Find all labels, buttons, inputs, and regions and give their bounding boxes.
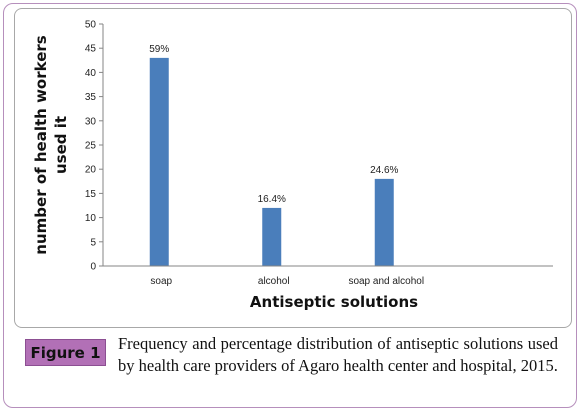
bar-0 <box>149 57 169 266</box>
y-tick-label: 50 <box>85 20 97 31</box>
y-tick-label: 40 <box>85 68 97 79</box>
x-axis-title: Antiseptic solutions <box>250 293 418 311</box>
chart-area: 0 5 10 15 20 25 30 35 40 45 50 59% 16.4% 24.6% soap a… <box>14 8 572 328</box>
y-axis-title-line2: used it <box>52 116 70 174</box>
x-axis-categories: soap alcohol soap and alcohol <box>150 276 424 287</box>
y-axis-title-line1: number of health workers <box>32 35 50 254</box>
bar-1 <box>262 207 282 266</box>
data-label-2: 24.6% <box>370 165 398 176</box>
category-label-1: alcohol <box>258 276 290 287</box>
y-tick-label: 20 <box>85 165 97 176</box>
y-tick-label: 0 <box>90 262 96 273</box>
figure-badge: Figure 1 <box>25 339 106 366</box>
category-label-0: soap <box>150 276 172 287</box>
bar-2 <box>374 178 394 266</box>
bars: 59% 16.4% 24.6% <box>149 44 399 266</box>
y-axis-ticks: 0 5 10 15 20 25 30 35 40 45 50 <box>85 20 103 273</box>
figure-caption: Frequency and percentage distribution of… <box>118 334 558 375</box>
category-label-2: soap and alcohol <box>348 276 424 287</box>
y-tick-label: 25 <box>85 141 97 152</box>
y-tick-label: 15 <box>85 189 97 200</box>
data-label-0: 59% <box>149 44 169 55</box>
y-tick-label: 30 <box>85 116 97 127</box>
data-label-1: 16.4% <box>258 194 286 205</box>
y-tick-label: 45 <box>85 44 97 55</box>
bar-chart: 0 5 10 15 20 25 30 35 40 45 50 59% 16.4% 24.6% soap a… <box>32 20 553 311</box>
y-tick-label: 35 <box>85 92 97 103</box>
y-tick-label: 10 <box>85 213 97 224</box>
y-tick-label: 5 <box>90 237 96 248</box>
